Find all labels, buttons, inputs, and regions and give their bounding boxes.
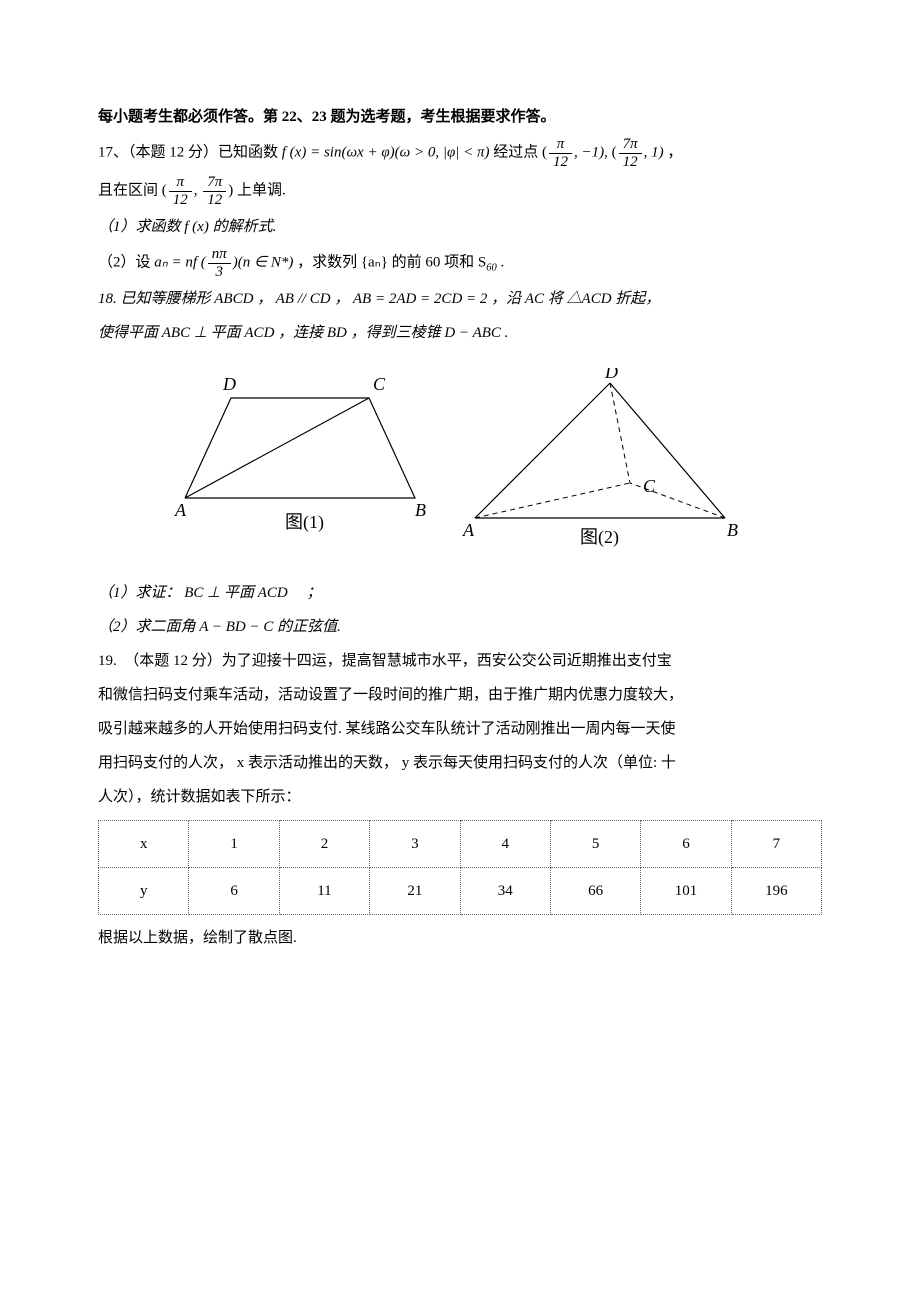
q17-pt1-y: , −1): [574, 144, 604, 160]
q17-an-after: )(n ∈ N*): [233, 254, 294, 270]
q17-pt2-frac: 7π12: [619, 136, 642, 170]
q18-part1-text: （1）求证： BC ⊥ 平面 ACD ；: [98, 585, 322, 601]
q17-an-frac-num: nπ: [208, 246, 231, 264]
table-cell: 66: [550, 868, 640, 915]
table-cell: 21: [370, 868, 460, 915]
q19-line2: 和微信扫码支付乘车活动，活动设置了一段时间的推广期，由于推广期内优惠力度较大，: [98, 680, 822, 710]
table-row: y 6 11 21 34 66 101 196: [99, 868, 822, 915]
table-cell: 101: [641, 868, 731, 915]
table-cell: 1: [189, 821, 279, 868]
q17-pt1-frac: π12: [549, 136, 572, 170]
fig2-label-A: A: [462, 520, 475, 540]
q17-part1: （1）求函数 f (x) 的解析式.: [98, 212, 822, 242]
q18-part2: （2）求二面角 A − BD − C 的正弦值.: [98, 612, 822, 642]
q17-prefix: 17、（本题 12 分）已知函数: [98, 144, 282, 160]
table-cell: 7: [731, 821, 821, 868]
q17-an-eq: aₙ = nf (: [154, 254, 206, 270]
q19-line5-text: 人次），统计数据如表下所示：: [98, 789, 301, 805]
q17-int-b-num: 7π: [203, 174, 226, 192]
fig2-label-B: B: [727, 520, 738, 540]
table-cell: 3: [370, 821, 460, 868]
table-cell: 2: [279, 821, 369, 868]
q17-pt2-y: , 1): [644, 144, 664, 160]
table-row: x 1 2 3 4 5 6 7: [99, 821, 822, 868]
q17-line1: 17、（本题 12 分）已知函数 f (x) = sin(ωx + φ)(ω >…: [98, 136, 822, 170]
instruction-line: 每小题考生都必须作答。第 22、23 题为选考题，考生根据要求作答。: [98, 102, 822, 132]
table-cell: 6: [641, 821, 731, 868]
table-cell: 6: [189, 868, 279, 915]
q19-line1-text: 19. （本题 12 分）为了迎接十四运，提高智慧城市水平，西安公交公司近期推出…: [98, 653, 672, 669]
q17-pt1-den: 12: [549, 154, 572, 171]
q19-line3-text: 吸引越来越多的人开始使用扫码支付. 某线路公交车队统计了活动刚推出一周内每一天使: [98, 721, 676, 737]
q19-line5: 人次），统计数据如表下所示：: [98, 782, 822, 812]
q18-part2-text: （2）求二面角 A − BD − C 的正弦值.: [98, 619, 341, 635]
q19-line2-text: 和微信扫码支付乘车活动，活动设置了一段时间的推广期，由于推广期内优惠力度较大，: [98, 687, 683, 703]
q18-line2: 使得平面 ABC ⊥ 平面 ACD ，连接 BD ，得到三棱锥 D − ABC …: [98, 318, 822, 348]
q17-an-frac-den: 3: [208, 264, 231, 281]
fig2-caption: 图(2): [580, 527, 619, 548]
q19-line1: 19. （本题 12 分）为了迎接十四运，提高智慧城市水平，西安公交公司近期推出…: [98, 646, 822, 676]
q17-part2-pre: （2）设: [98, 254, 154, 270]
q17-part2: （2）设 aₙ = nf (nπ3)(n ∈ N*) ，求数列 {aₙ} 的前 …: [98, 246, 822, 280]
q17-tail1: ，: [667, 144, 682, 160]
table-cell: 34: [460, 868, 550, 915]
q19-line4: 用扫码支付的人次， x 表示活动推出的天数， y 表示每天使用扫码支付的人次（单…: [98, 748, 822, 778]
q17-int-b: 7π12: [203, 174, 226, 208]
q17-part2-mid: ，求数列 {aₙ} 的前 60 项和 S: [297, 254, 486, 270]
q17-int-b-den: 12: [203, 192, 226, 209]
table-cell: 11: [279, 868, 369, 915]
q18-line2-text: 使得平面 ABC ⊥ 平面 ACD ，连接 BD ，得到三棱锥 D − ABC …: [98, 325, 508, 341]
table-header-y: y: [99, 868, 189, 915]
instruction-text: 每小题考生都必须作答。第 22、23 题为选考题，考生根据要求作答。: [98, 109, 556, 125]
q18-line1: 18. 已知等腰梯形 ABCD ， AB // CD ， AB = 2AD = …: [98, 284, 822, 314]
q17-func: f (x) = sin(ωx + φ)(ω > 0, |φ| < π): [282, 144, 490, 160]
q17-part2-end: .: [497, 254, 505, 270]
q19-footer: 根据以上数据，绘制了散点图.: [98, 923, 822, 953]
figure-1-trapezoid: A B C D 图(1): [165, 368, 445, 548]
fig2-label-C: C: [643, 476, 656, 496]
q17-line2-post: 上单调.: [237, 182, 286, 198]
q19-footer-text: 根据以上数据，绘制了散点图.: [98, 930, 297, 946]
q19-table: x 1 2 3 4 5 6 7 y 6 11 21 34 66 101 196: [98, 820, 822, 915]
q17-pt2-num: 7π: [619, 136, 642, 154]
fig1-label-C: C: [373, 374, 386, 394]
q17-line2: 且在区间 (π12, 7π12) 上单调.: [98, 174, 822, 208]
q17-pt1-num: π: [549, 136, 572, 154]
q18-part1: （1）求证： BC ⊥ 平面 ACD ；: [98, 578, 822, 608]
fig1-label-D: D: [222, 374, 236, 394]
table-header-x: x: [99, 821, 189, 868]
q17-part1-text: （1）求函数 f (x) 的解析式.: [98, 219, 276, 235]
q17-int-a: π12: [169, 174, 192, 208]
q19-line4-text: 用扫码支付的人次， x 表示活动推出的天数， y 表示每天使用扫码支付的人次（单…: [98, 755, 676, 771]
q17-int-a-den: 12: [169, 192, 192, 209]
fig2-label-D: D: [604, 368, 618, 382]
q18-figures: A B C D 图(1) A B C D 图(2): [98, 368, 822, 558]
fig1-caption: 图(1): [285, 512, 324, 533]
q17-int-a-num: π: [169, 174, 192, 192]
table-cell: 4: [460, 821, 550, 868]
table-cell: 196: [731, 868, 821, 915]
q17-pt2-den: 12: [619, 154, 642, 171]
q17-part2-sub: 60: [486, 262, 497, 273]
q17-line2-pre: 且在区间: [98, 182, 162, 198]
figure-2-tetrahedron: A B C D 图(2): [455, 368, 755, 558]
q17-mid: 经过点: [493, 144, 542, 160]
fig1-label-A: A: [174, 500, 187, 520]
q18-line1-text: 18. 已知等腰梯形 ABCD ， AB // CD ， AB = 2AD = …: [98, 291, 660, 307]
q17-an-frac: nπ3: [208, 246, 231, 280]
fig1-label-B: B: [415, 500, 426, 520]
table-cell: 5: [550, 821, 640, 868]
q19-line3: 吸引越来越多的人开始使用扫码支付. 某线路公交车队统计了活动刚推出一周内每一天使: [98, 714, 822, 744]
